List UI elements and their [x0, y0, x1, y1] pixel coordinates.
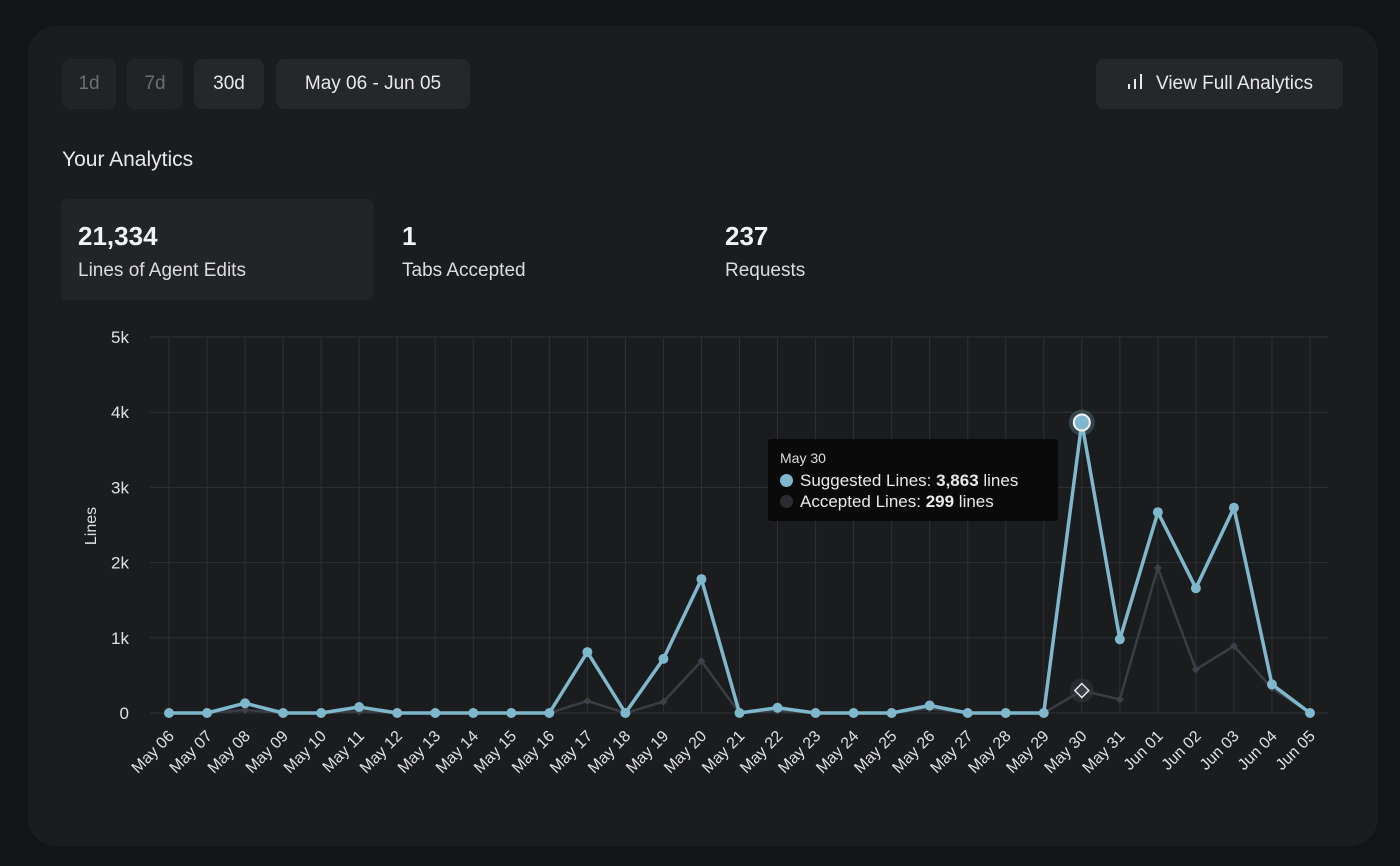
accepted-point[interactable] — [1229, 642, 1238, 651]
y-tick-label: 4k — [111, 403, 129, 422]
accepted-point[interactable] — [1191, 665, 1200, 674]
suggested-point[interactable] — [164, 708, 174, 718]
suggested-point[interactable] — [848, 708, 859, 718]
suggested-point[interactable] — [354, 701, 365, 712]
y-tick-label: 5k — [111, 328, 129, 347]
suggested-point[interactable] — [1072, 413, 1091, 432]
suggested-point[interactable] — [506, 708, 517, 718]
suggested-point[interactable] — [430, 708, 441, 718]
chart-tooltip: May 30 Suggested Lines: 3,863 lines Acce… — [768, 439, 1058, 521]
stat-tabs-accepted[interactable]: 1 Tabs Accepted — [385, 199, 685, 300]
suggested-point[interactable] — [962, 708, 973, 718]
suggested-point[interactable] — [620, 708, 631, 718]
suggested-point[interactable] — [468, 708, 479, 718]
suggested-point[interactable] — [1000, 708, 1011, 718]
section-title: Your Analytics — [62, 148, 194, 171]
date-range-button[interactable]: May 06 - Jun 05 — [276, 59, 470, 109]
suggested-point[interactable] — [582, 647, 593, 658]
suggested-point[interactable] — [544, 708, 555, 718]
accepted-swatch-icon — [780, 495, 793, 508]
suggested-point[interactable] — [696, 574, 707, 585]
accepted-point[interactable] — [659, 697, 668, 706]
suggested-point[interactable] — [658, 653, 669, 664]
x-tick-label: Jun 03 — [1197, 728, 1243, 774]
y-axis-label: Lines — [83, 507, 100, 545]
suggested-point[interactable] — [1190, 583, 1201, 594]
suggested-point[interactable] — [1038, 708, 1049, 718]
suggested-point[interactable] — [1228, 502, 1239, 513]
x-tick-label: Jun 04 — [1235, 728, 1281, 774]
y-tick-label: 1k — [111, 629, 129, 648]
suggested-point[interactable] — [886, 708, 897, 718]
range-7d-button[interactable]: 7d — [127, 59, 183, 109]
stat-label: Requests — [725, 260, 806, 281]
suggested-point[interactable] — [734, 708, 745, 718]
tooltip-date: May 30 — [780, 450, 826, 466]
accepted-point[interactable] — [697, 657, 706, 666]
view-full-analytics-label: View Full Analytics — [1156, 73, 1313, 94]
tooltip-accepted-value: 299 — [925, 492, 955, 511]
x-tick-label: Jun 01 — [1121, 728, 1167, 774]
x-tick-label: May 31 — [1080, 728, 1129, 777]
tooltip-accepted-unit: lines — [954, 492, 994, 511]
tooltip-suggested-row: Suggested Lines: 3,863 lines — [780, 470, 1046, 491]
suggested-point[interactable] — [810, 708, 821, 718]
x-tick-label: Jun 05 — [1273, 728, 1319, 774]
suggested-point[interactable] — [1152, 507, 1163, 518]
suggested-swatch-icon — [780, 474, 793, 487]
tooltip-suggested-label: Suggested Lines: — [800, 471, 937, 490]
suggested-point[interactable] — [278, 708, 289, 718]
accepted-point[interactable] — [1073, 682, 1090, 699]
suggested-point[interactable] — [772, 702, 783, 713]
stat-requests[interactable]: 237 Requests — [708, 199, 1008, 300]
suggested-point[interactable] — [392, 708, 403, 718]
y-tick-label: 2k — [111, 554, 129, 573]
y-tick-label: 0 — [120, 704, 129, 723]
accepted-point[interactable] — [241, 705, 250, 714]
range-1d-button[interactable]: 1d — [62, 59, 116, 109]
range-30d-button[interactable]: 30d — [194, 59, 264, 109]
accepted-point[interactable] — [1115, 695, 1124, 704]
accepted-point[interactable] — [1153, 563, 1162, 572]
suggested-point[interactable] — [202, 708, 213, 718]
tooltip-accepted-row: Accepted Lines: 299 lines — [780, 491, 1046, 512]
tooltip-accepted-label: Accepted Lines: — [800, 492, 926, 511]
suggested-point[interactable] — [924, 700, 935, 711]
suggested-point[interactable] — [240, 698, 251, 709]
suggested-point[interactable] — [1266, 679, 1277, 690]
suggested-point[interactable] — [1305, 708, 1315, 718]
stat-value: 1 — [402, 221, 417, 251]
stat-value: 21,334 — [78, 221, 158, 251]
bar-chart-icon — [1126, 72, 1144, 96]
y-tick-label: 3k — [111, 478, 129, 497]
suggested-point[interactable] — [316, 708, 327, 718]
analytics-card — [28, 26, 1378, 846]
stat-label: Lines of Agent Edits — [78, 260, 246, 281]
stat-agent-edits[interactable]: 21,334 Lines of Agent Edits — [61, 199, 373, 300]
tooltip-suggested-unit: lines — [978, 471, 1019, 490]
suggested-point[interactable] — [1114, 634, 1125, 645]
stat-label: Tabs Accepted — [402, 260, 526, 281]
x-tick-label: Jun 02 — [1159, 728, 1205, 774]
accepted-point[interactable] — [583, 696, 592, 705]
stat-value: 237 — [725, 221, 769, 251]
tooltip-suggested-value: 3,863 — [936, 471, 979, 490]
view-full-analytics-button[interactable]: View Full Analytics — [1096, 59, 1343, 109]
x-tick-label: May 10 — [281, 728, 330, 777]
